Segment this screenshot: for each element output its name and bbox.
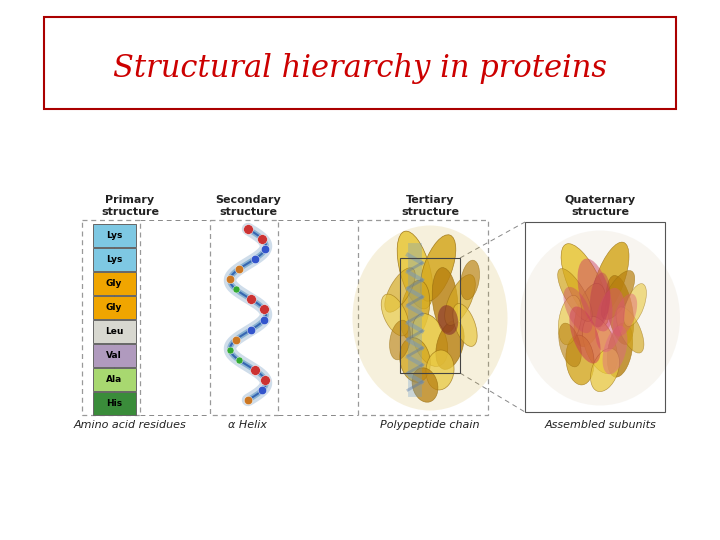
- Ellipse shape: [574, 284, 606, 347]
- Text: Assembled subunits: Assembled subunits: [544, 420, 656, 430]
- FancyBboxPatch shape: [44, 17, 676, 109]
- Ellipse shape: [436, 321, 464, 369]
- FancyBboxPatch shape: [92, 295, 135, 319]
- Text: Polypeptide chain: Polypeptide chain: [380, 420, 480, 430]
- Text: Primary
structure: Primary structure: [101, 195, 159, 217]
- Ellipse shape: [453, 303, 477, 347]
- Ellipse shape: [559, 323, 581, 367]
- Text: Quaternary
structure: Quaternary structure: [564, 195, 636, 217]
- Text: Gly: Gly: [106, 302, 122, 312]
- Ellipse shape: [601, 271, 635, 320]
- Ellipse shape: [353, 226, 508, 410]
- Text: Gly: Gly: [106, 279, 122, 287]
- Ellipse shape: [381, 294, 409, 336]
- Ellipse shape: [607, 323, 633, 377]
- Ellipse shape: [445, 275, 475, 326]
- Ellipse shape: [432, 268, 458, 333]
- Ellipse shape: [400, 338, 431, 382]
- Ellipse shape: [558, 295, 582, 345]
- Ellipse shape: [461, 260, 480, 300]
- Ellipse shape: [606, 275, 634, 345]
- FancyBboxPatch shape: [92, 368, 135, 390]
- Text: Leu: Leu: [105, 327, 123, 335]
- Ellipse shape: [603, 326, 627, 374]
- Ellipse shape: [413, 314, 448, 367]
- Ellipse shape: [400, 280, 430, 340]
- Text: Lys: Lys: [106, 254, 122, 264]
- Text: α Helix: α Helix: [228, 420, 268, 430]
- Text: Structural hierarchy in proteins: Structural hierarchy in proteins: [113, 52, 607, 84]
- Ellipse shape: [582, 316, 618, 374]
- FancyBboxPatch shape: [92, 224, 135, 246]
- Ellipse shape: [564, 287, 593, 333]
- Ellipse shape: [438, 305, 458, 335]
- Text: His: His: [106, 399, 122, 408]
- Text: Amino acid residues: Amino acid residues: [73, 420, 186, 430]
- FancyBboxPatch shape: [92, 343, 135, 367]
- Ellipse shape: [591, 242, 629, 318]
- Text: Tertiary
structure: Tertiary structure: [401, 195, 459, 217]
- Ellipse shape: [390, 320, 410, 360]
- FancyBboxPatch shape: [92, 392, 135, 415]
- Ellipse shape: [566, 335, 594, 385]
- Ellipse shape: [577, 259, 613, 332]
- FancyBboxPatch shape: [92, 247, 135, 271]
- Text: Secondary
structure: Secondary structure: [215, 195, 281, 217]
- Ellipse shape: [397, 231, 433, 309]
- Ellipse shape: [420, 235, 456, 301]
- Ellipse shape: [616, 307, 644, 353]
- Ellipse shape: [426, 350, 454, 390]
- Ellipse shape: [590, 273, 611, 327]
- Text: Ala: Ala: [106, 375, 122, 383]
- Ellipse shape: [520, 231, 680, 406]
- Ellipse shape: [590, 348, 619, 392]
- Text: Val: Val: [106, 350, 122, 360]
- Ellipse shape: [570, 307, 600, 363]
- Ellipse shape: [561, 244, 609, 326]
- Ellipse shape: [384, 268, 415, 312]
- Ellipse shape: [624, 284, 647, 326]
- Ellipse shape: [613, 294, 637, 336]
- Ellipse shape: [558, 268, 593, 321]
- Text: Lys: Lys: [106, 231, 122, 240]
- FancyBboxPatch shape: [92, 320, 135, 342]
- FancyBboxPatch shape: [92, 272, 135, 294]
- Ellipse shape: [412, 368, 438, 402]
- Ellipse shape: [595, 288, 625, 352]
